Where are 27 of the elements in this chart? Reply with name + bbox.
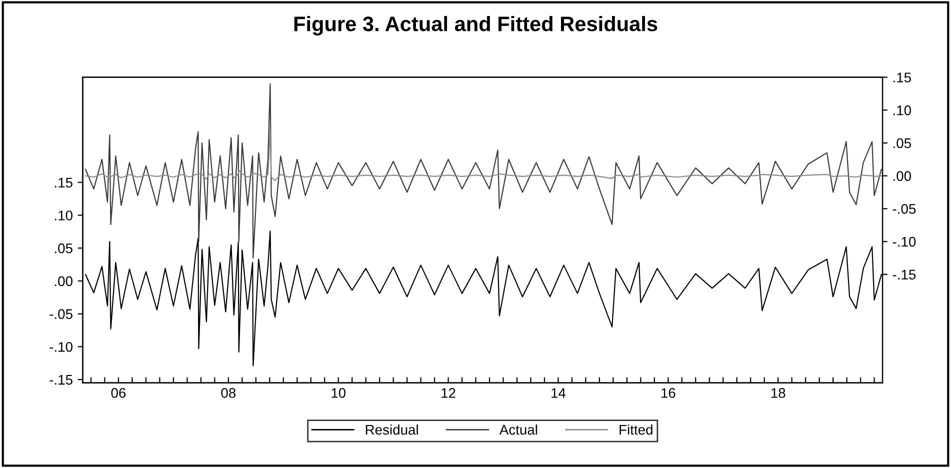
y2-tick-label: .10: [894, 105, 912, 116]
y2-tick-label: -.05: [892, 204, 916, 214]
y-tick-label: .05: [54, 243, 72, 254]
y2-tick-label: -.10: [892, 236, 916, 247]
legend-label: Residual: [366, 424, 418, 435]
y-tick-label: -.05: [50, 309, 72, 319]
y2-tick-label: .05: [894, 138, 911, 148]
y-tick-label: .10: [54, 210, 72, 220]
y2-tick-label: .15: [894, 72, 911, 82]
legend-label: Fitted: [620, 424, 652, 435]
x-tick-label: 08: [221, 388, 236, 398]
x-tick-label: 16: [661, 388, 676, 398]
y-tick-label: .00: [54, 276, 72, 286]
x-tick-label: 06: [111, 388, 126, 398]
legend-label: Actual: [499, 424, 538, 435]
x-tick-label: 12: [442, 388, 456, 398]
line-series: [84, 130, 882, 181]
y2-tick-label: -.15: [892, 270, 916, 280]
y-tick-label: .15: [54, 178, 72, 188]
x-tick-label: 18: [771, 388, 786, 398]
x-tick-label: 14: [552, 388, 566, 398]
y-tick-label: -.10: [50, 342, 72, 352]
y-tick-label: -.15: [50, 375, 72, 385]
chart-title: Figure 3. Actual and Fitted Residuals: [294, 16, 658, 36]
x-tick-label: 10: [332, 388, 346, 398]
y2-tick-label: .00: [894, 171, 912, 181]
line-series: [84, 83, 882, 259]
